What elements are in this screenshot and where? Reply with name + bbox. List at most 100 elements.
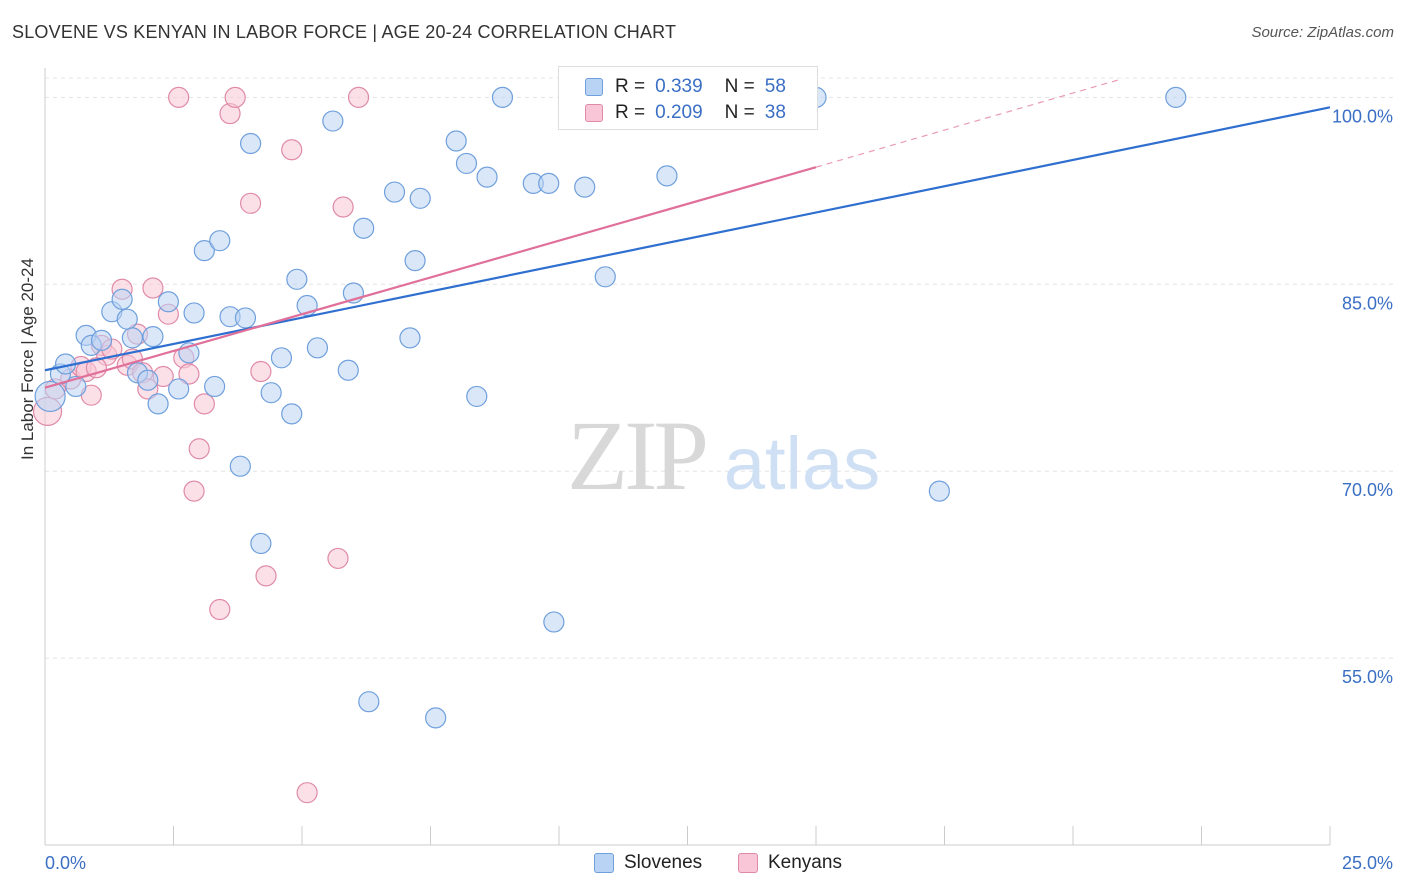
slovenes-point	[928, 480, 950, 502]
kenyans-point	[142, 277, 164, 299]
kenyans-point	[85, 357, 108, 379]
y-tick-label: 100.0%	[1332, 106, 1393, 126]
slovenes-point	[65, 375, 87, 398]
correlation-legend: R = 0.339 N = 58 R = 0.209 N = 38	[558, 66, 818, 130]
slovenes-point	[209, 230, 231, 252]
kenyans-point	[327, 547, 349, 570]
slovenes-point	[111, 288, 133, 310]
kenyans-point	[193, 393, 215, 415]
watermark: ZIP atlas	[567, 400, 880, 511]
watermark-zip: ZIP	[567, 400, 705, 511]
slovenes-point	[574, 176, 596, 198]
y-tick-label: 85.0%	[1342, 293, 1393, 313]
slovenes-point	[193, 240, 215, 262]
slovenes-point	[260, 382, 282, 404]
slovenes-point	[34, 380, 66, 413]
chart-title: SLOVENE VS KENYAN IN LABOR FORCE | AGE 2…	[12, 22, 677, 42]
legend-n-value: 58	[764, 76, 786, 97]
legend-n-label: N =	[724, 76, 755, 97]
legend-row-kenyans: R = 0.209 N = 38	[585, 100, 790, 126]
kenyans-point	[255, 565, 277, 587]
kenyans-swatch	[585, 104, 603, 122]
slovenes-point	[358, 691, 380, 713]
slovenes-point	[229, 455, 251, 477]
slovenes-point	[383, 181, 406, 203]
kenyans-point	[168, 86, 190, 108]
legend-r-label: R =	[615, 76, 646, 97]
kenyans-point	[347, 86, 370, 108]
kenyans-point	[183, 480, 205, 502]
watermark-atlas: atlas	[724, 422, 880, 505]
slovenes-point	[183, 302, 205, 324]
slovenes-point	[270, 347, 293, 369]
source-label: Source: ZipAtlas.com	[1251, 24, 1394, 41]
y-tick-label: 70.0%	[1342, 480, 1393, 500]
slovenes-point	[306, 337, 329, 359]
slovenes-point	[538, 172, 560, 194]
slovenes-point	[121, 327, 143, 349]
slovenes-point	[594, 266, 616, 288]
slovenes-point	[543, 611, 565, 633]
kenyans-point	[296, 782, 318, 804]
slovenes-point	[409, 187, 431, 209]
slovenes-point	[455, 152, 478, 175]
slovenes-point	[142, 326, 164, 348]
kenyans-point	[188, 438, 210, 460]
x-tick-label-max: 25.0%	[1342, 853, 1393, 873]
legend-r-label: R =	[615, 102, 646, 123]
slovenes-point	[353, 217, 375, 239]
legend-r-value: 0.339	[655, 76, 703, 97]
slovenes-point	[404, 250, 426, 272]
bottom-legend-kenyans: Kenyans	[738, 852, 842, 874]
legend-row-slovenes: R = 0.339 N = 58	[585, 74, 790, 100]
kenyans-trend-line	[44, 166, 817, 389]
kenyans-point	[240, 192, 262, 214]
kenyans-trend-extension	[815, 78, 1123, 168]
slovenes-trend-line	[44, 106, 1331, 372]
grid-lines	[45, 77, 1395, 659]
slovenes-point	[116, 308, 138, 330]
slovenes-point	[656, 165, 678, 187]
legend-n-value: 38	[764, 102, 786, 123]
slovenes-legend-label: Slovenes	[624, 852, 703, 873]
x-tick-label-min: 0.0%	[45, 853, 86, 873]
slovenes-point	[90, 329, 113, 351]
slovenes-point	[425, 707, 447, 729]
tick-labels: 55.0% 70.0% 85.0% 100.0% 0.0% 25.0%	[45, 106, 1393, 873]
slovenes-point	[399, 327, 421, 349]
slovenes-point	[322, 110, 344, 132]
kenyans-point	[281, 139, 303, 161]
kenyans-point	[209, 598, 231, 621]
series-kenyans-points	[32, 86, 642, 804]
slovenes-point	[234, 307, 257, 329]
slovenes-point	[337, 359, 359, 381]
slovenes-point	[168, 378, 190, 400]
slovenes-point	[491, 86, 514, 108]
kenyans-legend-swatch	[738, 853, 758, 873]
slovenes-point	[476, 166, 498, 188]
slovenes-point	[445, 130, 467, 152]
legend-r-value: 0.209	[655, 102, 703, 123]
kenyans-point	[250, 360, 272, 383]
slovenes-point	[147, 393, 169, 415]
slovenes-point	[286, 268, 308, 290]
slovenes-point	[240, 132, 262, 155]
kenyans-point	[178, 363, 200, 385]
slovenes-swatch	[585, 78, 603, 96]
kenyans-legend-label: Kenyans	[768, 852, 842, 873]
axes	[44, 68, 1331, 846]
kenyans-point	[224, 86, 246, 108]
y-axis-label: In Labor Force | Age 20-24	[18, 258, 37, 460]
bottom-legend-slovenes: Slovenes	[594, 852, 702, 874]
kenyans-point	[332, 196, 354, 218]
slovenes-point	[137, 369, 159, 391]
slovenes-point	[1165, 86, 1187, 108]
slovenes-point	[281, 403, 303, 425]
slovenes-legend-swatch	[594, 853, 614, 873]
slovenes-point	[157, 291, 179, 313]
legend-n-label: N =	[724, 102, 755, 123]
slovenes-point	[250, 532, 272, 555]
y-tick-label: 55.0%	[1342, 667, 1393, 687]
slovenes-point	[466, 385, 488, 408]
